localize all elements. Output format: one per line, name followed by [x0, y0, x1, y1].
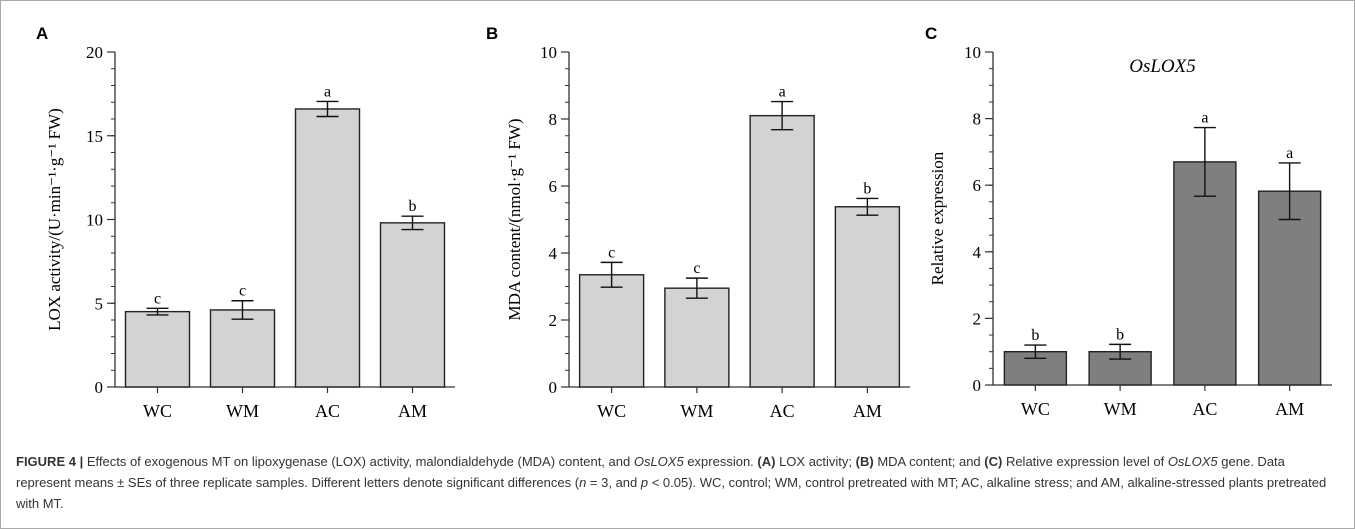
y-axis-label: LOX activity/(U·min⁻¹·g⁻¹ FW) [45, 108, 64, 331]
caption-panel-a-text: LOX activity; [775, 454, 856, 469]
y-axis-label: MDA content/(nmol·g⁻¹ FW) [505, 119, 524, 321]
x-tick-label-wc: WC [1021, 399, 1050, 419]
y-tick-label: 10 [86, 211, 103, 230]
significance-letter: b [1031, 327, 1039, 344]
caption-panel-b-text: MDA content; and [873, 454, 985, 469]
y-tick-label: 10 [540, 43, 557, 62]
y-tick-label: 2 [973, 309, 982, 328]
x-tick-label-am: AM [1275, 399, 1304, 419]
caption-gene-2: OsLOX5 [1167, 454, 1218, 469]
y-tick-label: 5 [95, 294, 104, 313]
bar-ac [749, 114, 815, 388]
y-tick-label: 8 [549, 110, 558, 129]
panel-label: A [36, 24, 48, 43]
bar-am [1257, 190, 1322, 386]
significance-letter: b [1116, 326, 1124, 343]
caption-panel-c-label: (C) [984, 454, 1003, 469]
significance-letter: c [693, 260, 700, 277]
bar-wc [578, 274, 645, 388]
caption-panel-b-label: (B) [855, 454, 874, 469]
figure-caption: FIGURE 4 | Effects of exogenous MT on li… [16, 451, 1341, 514]
y-tick-label: 2 [549, 311, 558, 330]
x-tick-label-am: AM [398, 401, 427, 421]
bar-wc [124, 310, 191, 388]
caption-text-3: gene. Data represent means ± SEs of thre… [16, 454, 1285, 490]
y-tick-label: 6 [549, 177, 558, 196]
chart-panel-b: B 0 2 4 6 8 10 MDA content/(nmol·g⁻¹ FW) c WC c WM a… [486, 24, 910, 421]
significance-letter: c [239, 283, 246, 300]
y-tick-label: 20 [86, 43, 103, 62]
significance-letter: b [409, 198, 417, 215]
panel-label: C [925, 24, 937, 43]
caption-text-1: Effects of exogenous MT on lipoxygenase … [86, 454, 634, 469]
caption-panel-a-label: (A) [757, 454, 776, 469]
panel-label: B [486, 24, 498, 43]
bar-am [379, 222, 446, 388]
x-tick-label-ac: AC [1192, 399, 1217, 419]
bar-ac [294, 108, 361, 388]
significance-letter: a [779, 84, 786, 101]
caption-panel-c-text: Relative expression level of [1002, 454, 1168, 469]
y-tick-label: 8 [973, 110, 982, 129]
x-tick-label-wm: WM [1104, 399, 1137, 419]
y-tick-label: 4 [973, 243, 982, 262]
x-tick-label-am: AM [853, 401, 882, 421]
caption-n-equals: = 3, and [586, 475, 641, 490]
x-tick-label-wc: WC [143, 401, 172, 421]
y-tick-label: 10 [964, 43, 981, 62]
bar-wm [209, 309, 276, 388]
y-tick-label: 0 [549, 378, 558, 397]
caption-gene-1: OsLOX5 [633, 454, 684, 469]
caption-n-symbol: n [579, 475, 587, 490]
chart-panel-a: A 0 5 10 15 20 LOX activity/(U·min⁻¹·g⁻¹ FW) c W… [36, 24, 455, 421]
x-tick-label-wm: WM [226, 401, 259, 421]
y-tick-label: 4 [549, 244, 558, 263]
significance-letter: c [608, 244, 615, 261]
significance-letter: a [324, 83, 331, 100]
significance-letter: a [1286, 145, 1293, 162]
bar-am [834, 206, 901, 388]
caption-figure-label: FIGURE 4 | [16, 454, 87, 469]
y-tick-label: 6 [973, 176, 982, 195]
x-tick-label-wc: WC [597, 401, 626, 421]
caption-text-2: expression. [683, 454, 758, 469]
x-tick-label-ac: AC [770, 401, 795, 421]
caption-p-symbol: p [640, 475, 649, 490]
chart-title: OsLOX5 [1129, 56, 1196, 77]
y-tick-label: 15 [86, 127, 103, 146]
y-tick-label: 0 [95, 378, 104, 397]
y-tick-label: 0 [973, 376, 982, 395]
x-tick-label-wm: WM [680, 401, 713, 421]
significance-letter: b [863, 180, 871, 197]
chart-panel-c: C 0 2 4 6 8 10 Relative expression OsLOX5 b WC b WM a… [925, 24, 1332, 419]
significance-letter: c [154, 290, 161, 307]
bar-ac [1173, 161, 1237, 386]
y-axis-label: Relative expression [928, 151, 947, 285]
bar-wm [664, 287, 730, 388]
caption-text-4: < 0.05). WC, control; WM, control pretre… [16, 475, 1327, 511]
significance-letter: a [1201, 110, 1208, 127]
x-tick-label-ac: AC [315, 401, 340, 421]
